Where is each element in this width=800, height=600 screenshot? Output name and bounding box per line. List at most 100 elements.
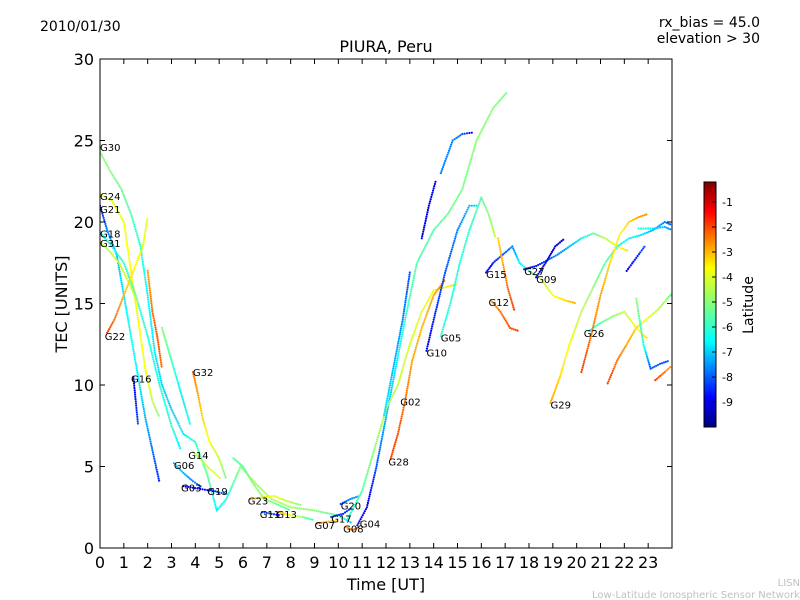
series-g21-point: [105, 227, 108, 230]
series-g02-point: [402, 364, 405, 367]
series-g02-point: [405, 353, 408, 357]
series-g27-point: [611, 241, 614, 245]
series-g24-point: [141, 352, 145, 355]
series-g24-point: [154, 406, 157, 409]
series-g04-point: [429, 234, 432, 237]
track-0-point: [406, 286, 409, 289]
series-g16-point: [136, 413, 139, 416]
series-g18-point: [166, 409, 169, 412]
series-g15-point: [501, 253, 504, 256]
track-4-point: [602, 283, 605, 286]
series-g30-point: [139, 245, 142, 248]
track-5-point: [632, 332, 635, 335]
series-g31-point: [136, 300, 139, 303]
series-g02-point: [389, 398, 393, 401]
series-g21-point: [107, 233, 110, 236]
track-12-point: [240, 464, 243, 467]
series-g22-point: [121, 298, 124, 301]
series-g22-point: [144, 230, 147, 233]
series-g02-point: [379, 427, 382, 430]
track-4-point: [617, 238, 620, 241]
series-g10-point: [452, 241, 455, 245]
track-4-point: [611, 253, 615, 256]
series-g05-point: [484, 206, 487, 209]
series-g21-point: [109, 237, 112, 240]
series-g29-point: [639, 233, 643, 237]
track-3-point: [510, 298, 513, 301]
track-1-point: [427, 206, 430, 209]
track-4-point: [614, 244, 618, 247]
series-g04-point: [399, 340, 402, 343]
series-g18-point: [138, 307, 141, 310]
series-g18-point: [167, 416, 171, 419]
series-g02-point: [412, 333, 415, 336]
series-g04-point: [360, 516, 363, 519]
series-g04-point: [366, 504, 369, 507]
series-g15-point: [553, 295, 556, 298]
series-g04-point: [373, 474, 376, 477]
series-g22-point: [141, 247, 144, 250]
series-g10-point: [437, 297, 440, 300]
series-g32-point: [195, 385, 198, 388]
series-g30-point: [291, 506, 294, 509]
series-g05-point: [458, 263, 461, 266]
series-g30-point: [103, 158, 106, 161]
track-4-point: [607, 268, 610, 271]
series-g13-point: [303, 516, 306, 519]
series-g27-point: [596, 233, 599, 237]
series-g15-point: [529, 271, 532, 274]
series-g16-point: [136, 415, 139, 418]
series-g10-point: [441, 280, 445, 283]
series-label-g06: G06: [174, 461, 194, 472]
series-g04-point: [361, 514, 364, 517]
series-g19-point: [216, 490, 219, 493]
series-g18-point: [149, 345, 152, 348]
series-g09-point: [553, 247, 556, 250]
series-g15-point: [573, 301, 576, 305]
track-2-point: [465, 132, 469, 135]
series-g11-point: [272, 513, 276, 516]
series-g21-point: [126, 317, 130, 320]
series-g21-point: [143, 410, 146, 413]
track-4-point: [622, 228, 625, 231]
series-g32-point: [218, 457, 221, 460]
series-g09-point: [549, 252, 553, 255]
series-g21-point: [117, 266, 120, 269]
series-g32-point: [222, 470, 225, 473]
series-g24-point: [144, 367, 147, 370]
series-g21-point: [111, 243, 114, 246]
series-g04-point: [469, 158, 473, 161]
track-2-point: [444, 157, 448, 160]
series-g18-point: [153, 362, 156, 365]
series-g05-point: [478, 202, 481, 205]
series-g27-point: [620, 247, 623, 250]
track-5-point: [659, 305, 662, 308]
track-4-point: [633, 218, 636, 221]
series-g30-point: [199, 455, 202, 458]
series-g28-point: [436, 288, 439, 291]
series-g04-point: [372, 478, 375, 481]
series-g28-point: [415, 344, 418, 347]
series-g32-point: [224, 476, 227, 479]
track-0-point: [393, 361, 396, 364]
series-g10-point: [470, 204, 473, 207]
series-g29-point: [583, 304, 586, 307]
series-g10-point: [458, 225, 461, 228]
series-g29-point: [549, 401, 552, 404]
track-6-point: [633, 258, 637, 261]
series-g02-point: [420, 310, 423, 313]
series-g21-point: [108, 235, 111, 238]
series-g04-point: [421, 250, 424, 253]
series-g30-point: [300, 507, 303, 510]
series-g04-point: [384, 416, 388, 419]
series-g02-point: [413, 330, 416, 334]
series-g04-point: [500, 97, 503, 100]
series-label-g05: G05: [441, 334, 461, 345]
series-g30-point: [154, 353, 157, 356]
track-6-point: [627, 267, 630, 271]
series-g16-point: [135, 411, 138, 414]
track-10-point: [150, 304, 153, 307]
series-g10-point: [450, 250, 453, 253]
track-11-point: [171, 361, 174, 364]
